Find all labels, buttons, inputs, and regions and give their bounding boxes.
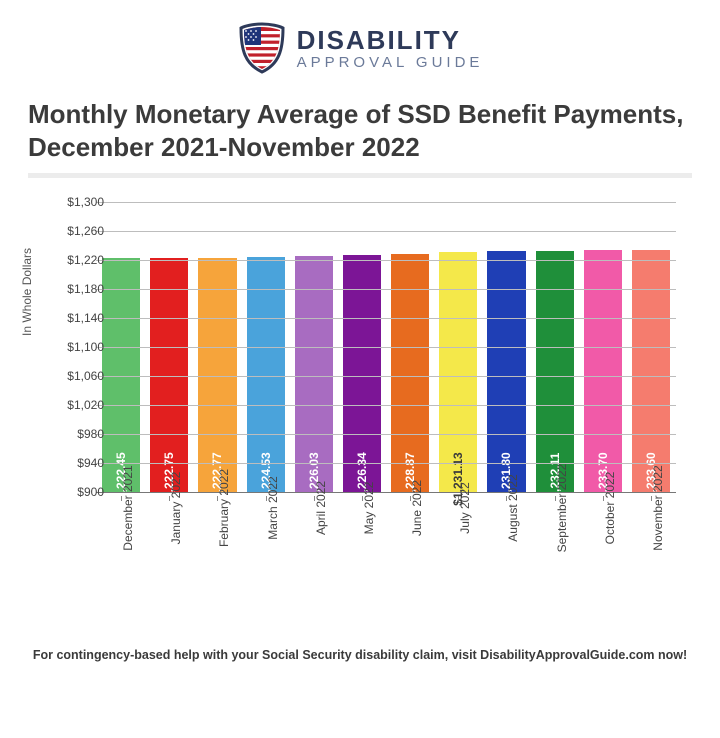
logo-line1: DISABILITY xyxy=(297,27,484,53)
footer-text: For contingency-based help with your Soc… xyxy=(28,648,692,662)
x-tick-label: July 2022 xyxy=(458,474,472,533)
grid-line xyxy=(96,347,676,348)
brand-logo: DISABILITY APPROVAL GUIDE xyxy=(28,22,692,74)
bar: $1,233.60 xyxy=(632,250,670,492)
bar: $1,226.03 xyxy=(295,256,333,492)
grid-line xyxy=(96,202,676,203)
bar: $1,226.34 xyxy=(343,255,381,492)
x-tick-label: March 2022 xyxy=(266,468,280,539)
bar: $1,222.75 xyxy=(150,258,188,492)
x-tick: March 2022 xyxy=(247,496,285,616)
grid-line xyxy=(96,289,676,290)
y-tick-label: $1,020 xyxy=(44,398,104,412)
x-tick-label: December 2021 xyxy=(121,457,135,550)
x-tick: September 2022 xyxy=(536,496,574,616)
grid-line xyxy=(96,492,676,493)
y-tick-label: $940 xyxy=(44,456,104,470)
grid-line xyxy=(96,434,676,435)
x-tick: January 2022 xyxy=(150,496,188,616)
logo-text: DISABILITY APPROVAL GUIDE xyxy=(297,27,484,70)
x-axis-labels: December 2021 January 2022 February 2022 Ma… xyxy=(96,496,676,616)
x-tick-label: April 2022 xyxy=(314,473,328,535)
x-tick: June 2022 xyxy=(391,496,429,616)
grid-line xyxy=(96,231,676,232)
y-tick-label: $1,140 xyxy=(44,311,104,325)
bar: $1,224.53 xyxy=(247,257,285,492)
x-tick: December 2021 xyxy=(102,496,140,616)
y-tick-label: $980 xyxy=(44,427,104,441)
x-tick-label: January 2022 xyxy=(169,464,183,545)
y-tick-label: $1,180 xyxy=(44,282,104,296)
y-tick-label: $1,220 xyxy=(44,253,104,267)
y-tick-label: $1,300 xyxy=(44,195,104,209)
x-tick-label: October 2022 xyxy=(603,464,617,545)
y-tick-label: $1,100 xyxy=(44,340,104,354)
x-tick: July 2022 xyxy=(439,496,477,616)
shield-icon xyxy=(237,22,287,74)
y-tick-label: $900 xyxy=(44,485,104,499)
page-title: Monthly Monetary Average of SSD Benefit … xyxy=(28,98,692,163)
x-tick-label: February 2022 xyxy=(217,461,231,547)
bar: $1,222.77 xyxy=(198,258,236,492)
grid-line xyxy=(96,405,676,406)
x-tick: November 2022 xyxy=(632,496,670,616)
y-tick-label: $1,260 xyxy=(44,224,104,238)
plot-area: $1,222.45$1,222.75$1,222.77$1,224.53$1,2… xyxy=(96,202,676,492)
x-tick-label: September 2022 xyxy=(555,456,569,553)
bar: $1,233.70 xyxy=(584,250,622,492)
grid-line xyxy=(96,260,676,261)
bar: $1,231.13 xyxy=(439,252,477,492)
x-tick: May 2022 xyxy=(343,496,381,616)
x-tick-label: May 2022 xyxy=(362,474,376,535)
bar: $1,231.80 xyxy=(487,251,525,492)
grid-line xyxy=(96,318,676,319)
logo-line2: APPROVAL GUIDE xyxy=(297,55,484,70)
x-tick: April 2022 xyxy=(295,496,333,616)
x-tick-label: August 2022 xyxy=(506,466,520,541)
x-tick: February 2022 xyxy=(198,496,236,616)
grid-line xyxy=(96,376,676,377)
x-tick-label: November 2022 xyxy=(651,457,665,550)
x-tick-label: June 2022 xyxy=(410,472,424,536)
bar-chart: In Whole Dollars $1,222.45$1,222.75$1,22… xyxy=(30,196,690,626)
y-tick-label: $1,060 xyxy=(44,369,104,383)
y-axis-label: In Whole Dollars xyxy=(20,248,34,336)
title-rule xyxy=(28,173,692,178)
x-tick: October 2022 xyxy=(584,496,622,616)
grid-line xyxy=(96,463,676,464)
x-tick: August 2022 xyxy=(487,496,525,616)
